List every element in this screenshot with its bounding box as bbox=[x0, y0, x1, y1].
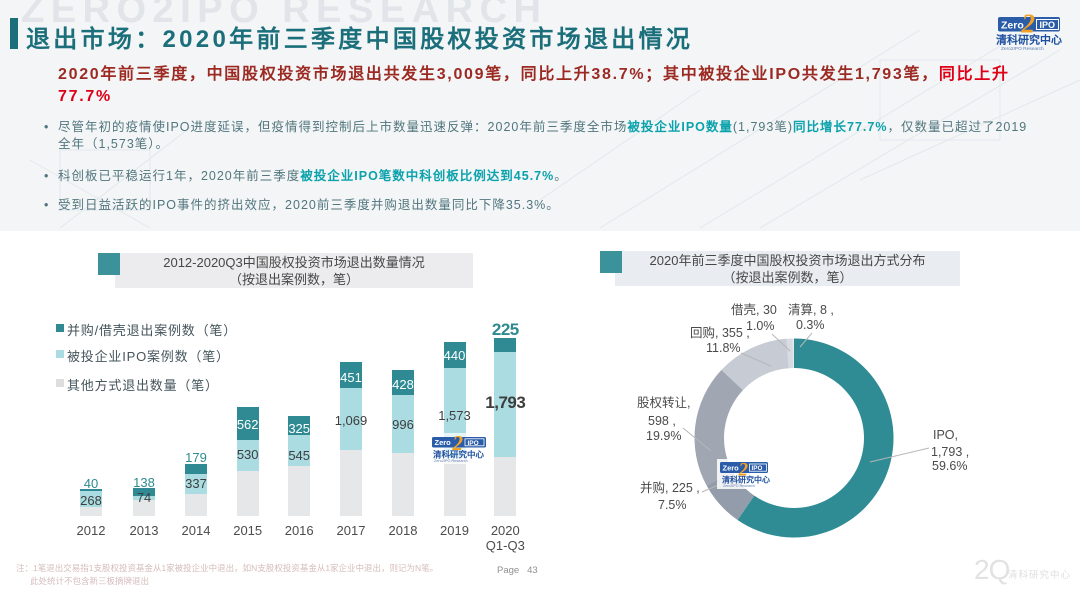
svg-text:2: 2 bbox=[738, 460, 749, 481]
svg-text:Zero2IPO Research: Zero2IPO Research bbox=[1001, 46, 1044, 52]
svg-text:清科研究中心: 清科研究中心 bbox=[433, 450, 485, 460]
svg-text:Zero2IPO Research: Zero2IPO Research bbox=[723, 484, 755, 488]
svg-text:2: 2 bbox=[1021, 9, 1036, 39]
svg-text:IPO: IPO bbox=[468, 440, 479, 447]
svg-text:Zero2IPO Research: Zero2IPO Research bbox=[434, 459, 468, 463]
svg-text:清科研究中心: 清科研究中心 bbox=[722, 475, 770, 485]
svg-text:IPO: IPO bbox=[1040, 20, 1056, 30]
svg-text:2: 2 bbox=[452, 431, 464, 455]
svg-text:Zero: Zero bbox=[1001, 20, 1024, 32]
svg-text:Zero: Zero bbox=[723, 464, 740, 473]
svg-text:清科研究中心: 清科研究中心 bbox=[996, 33, 1062, 47]
svg-text:Zero: Zero bbox=[435, 438, 452, 447]
svg-text:IPO: IPO bbox=[752, 465, 763, 472]
